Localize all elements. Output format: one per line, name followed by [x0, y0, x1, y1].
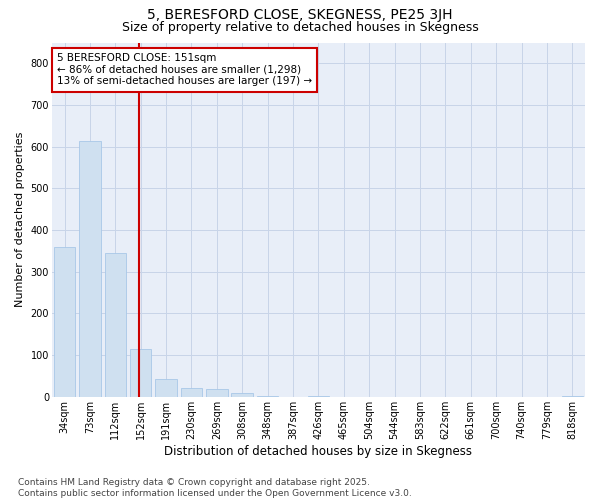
Y-axis label: Number of detached properties: Number of detached properties: [15, 132, 25, 308]
Bar: [206, 390, 227, 397]
Bar: [155, 380, 177, 397]
X-axis label: Distribution of detached houses by size in Skegness: Distribution of detached houses by size …: [164, 444, 472, 458]
Bar: [104, 253, 126, 397]
Text: Size of property relative to detached houses in Skegness: Size of property relative to detached ho…: [122, 21, 478, 34]
Bar: [54, 246, 76, 397]
Bar: [181, 388, 202, 397]
Bar: [130, 349, 151, 397]
Text: 5, BERESFORD CLOSE, SKEGNESS, PE25 3JH: 5, BERESFORD CLOSE, SKEGNESS, PE25 3JH: [147, 8, 453, 22]
Bar: [79, 141, 101, 397]
Bar: [308, 396, 329, 397]
Bar: [257, 396, 278, 397]
Text: 5 BERESFORD CLOSE: 151sqm
← 86% of detached houses are smaller (1,298)
13% of se: 5 BERESFORD CLOSE: 151sqm ← 86% of detac…: [57, 53, 312, 86]
Bar: [232, 392, 253, 397]
Bar: [562, 396, 583, 397]
Text: Contains HM Land Registry data © Crown copyright and database right 2025.
Contai: Contains HM Land Registry data © Crown c…: [18, 478, 412, 498]
